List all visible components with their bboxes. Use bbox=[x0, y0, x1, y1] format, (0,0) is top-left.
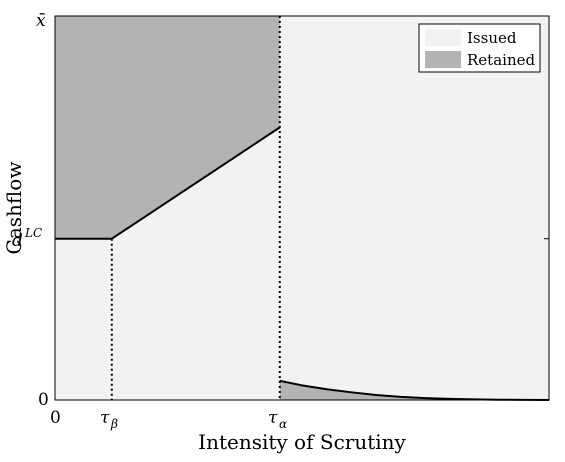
legend-swatch-issued bbox=[425, 29, 461, 46]
retained-area-top bbox=[55, 16, 280, 239]
legend-label-issued: Issued bbox=[467, 29, 517, 47]
x-tick-label-0: 0 bbox=[50, 408, 61, 428]
x-axis-title: Intensity of Scrutiny bbox=[198, 430, 406, 454]
y-tick-label-xbar: x̄ bbox=[36, 11, 46, 31]
plot-frame bbox=[54, 15, 550, 401]
y-tick-label-lc-superscript: LC bbox=[24, 226, 42, 240]
x-tick-label-tau-beta-tau: τ bbox=[100, 408, 110, 428]
y-tick-label-d: d bbox=[12, 231, 23, 251]
x-tick-label-tau-beta: τ β bbox=[100, 408, 118, 431]
x-tick-label-alpha-subscript: α bbox=[279, 417, 287, 431]
legend: Issued Retained bbox=[418, 23, 541, 73]
x-tick-label-tau-alpha-tau: τ bbox=[268, 408, 278, 428]
y-axis-title: Cashflow bbox=[2, 162, 26, 255]
legend-swatch-retained bbox=[425, 51, 461, 68]
retained-area-tail bbox=[279, 380, 549, 400]
y-tick-label-0: 0 bbox=[38, 390, 49, 410]
legend-label-retained: Retained bbox=[467, 51, 535, 69]
x-tick-label-beta-subscript: β bbox=[110, 417, 118, 431]
x-tick-label-tau-alpha: τ α bbox=[268, 408, 287, 431]
y-tick-label-dlc: d LC bbox=[12, 226, 42, 251]
